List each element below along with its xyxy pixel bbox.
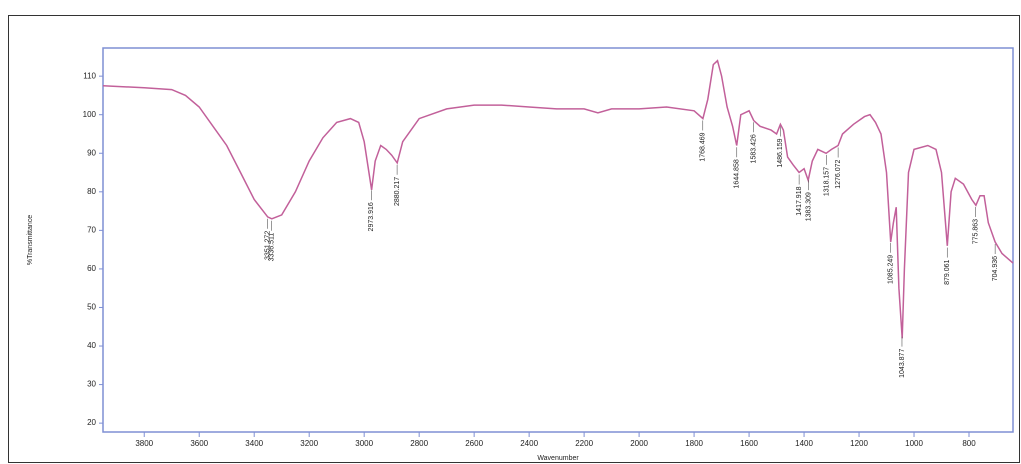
peak-label: 879.061 <box>944 259 951 284</box>
y-tick-label: 100 <box>83 110 97 119</box>
x-tick-label: 2400 <box>520 439 538 448</box>
x-tick-label: 1000 <box>905 439 923 448</box>
x-axis-label: Wavenumber <box>537 455 579 462</box>
plot-frame <box>102 47 1014 433</box>
x-tick-label: 3400 <box>245 439 263 448</box>
x-tick-label: 1400 <box>795 439 813 448</box>
y-tick-label: 50 <box>87 303 96 312</box>
peak-label: 2973.916 <box>368 202 375 231</box>
x-tick-label: 1200 <box>850 439 868 448</box>
peak-label: 1583.426 <box>750 134 757 163</box>
peak-label: 1768.469 <box>700 132 707 161</box>
peak-label: 1644.858 <box>734 159 741 188</box>
peak-label: 1383.309 <box>805 192 812 221</box>
peak-label: 1486.159 <box>777 138 784 167</box>
y-tick-label: 80 <box>87 187 96 196</box>
spectrum-line <box>102 59 1014 339</box>
peak-label: 2880.217 <box>394 177 401 206</box>
x-tick-label: 2600 <box>465 439 483 448</box>
peak-label: 1318.157 <box>823 167 830 196</box>
x-tick-label: 800 <box>962 439 976 448</box>
peak-label: 775.863 <box>972 219 979 244</box>
x-tick-label: 3600 <box>190 439 208 448</box>
peak-label: 3336.511 <box>269 233 276 262</box>
y-axis-label: %Transmittance <box>27 215 34 265</box>
y-tick-label: 110 <box>83 71 96 80</box>
y-tick-label: 40 <box>87 341 96 350</box>
x-tick-label: 3000 <box>355 439 373 448</box>
outer-frame <box>8 15 1020 463</box>
y-tick-label: 90 <box>87 148 96 157</box>
x-tick-label: 2200 <box>575 439 593 448</box>
y-tick-label: 20 <box>87 418 96 427</box>
peak-label: 3351.272 <box>264 231 271 260</box>
x-tick-label: 3200 <box>300 439 318 448</box>
x-tick-label: 3800 <box>135 439 153 448</box>
peak-label: 704.936 <box>992 256 999 281</box>
y-tick-label: 30 <box>87 380 96 389</box>
x-tick-label: 2800 <box>410 439 428 448</box>
y-tick-label: 70 <box>87 225 96 234</box>
x-tick-label: 2000 <box>630 439 648 448</box>
x-tick-label: 1600 <box>740 439 758 448</box>
peak-label: 1417.918 <box>796 186 803 215</box>
y-tick-label: 60 <box>87 264 96 273</box>
peak-label: 1085.249 <box>887 255 894 284</box>
peak-label: 1276.072 <box>835 159 842 188</box>
peak-label: 1043.877 <box>899 349 906 378</box>
x-tick-label: 1800 <box>685 439 703 448</box>
